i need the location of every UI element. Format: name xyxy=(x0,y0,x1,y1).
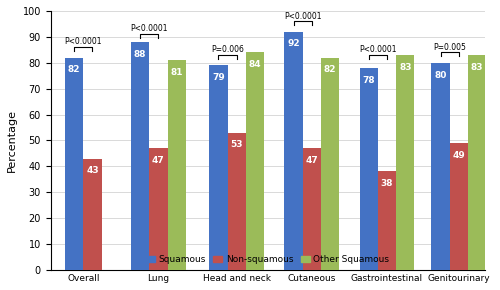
Bar xyxy=(246,52,264,270)
Text: P<0.0001: P<0.0001 xyxy=(130,24,168,33)
Y-axis label: Percentage: Percentage xyxy=(7,109,17,172)
Text: 83: 83 xyxy=(471,63,484,72)
Text: 88: 88 xyxy=(134,50,146,59)
Bar xyxy=(168,60,186,270)
Text: 79: 79 xyxy=(212,73,225,82)
Text: P<0.0001: P<0.0001 xyxy=(64,37,102,46)
Text: 82: 82 xyxy=(68,65,80,74)
Bar xyxy=(360,68,378,270)
Bar xyxy=(228,133,246,270)
Bar xyxy=(303,148,321,270)
Text: 82: 82 xyxy=(324,65,336,74)
Text: P<0.0001: P<0.0001 xyxy=(284,12,322,21)
Bar xyxy=(210,65,228,270)
Text: 49: 49 xyxy=(452,151,466,160)
Text: 84: 84 xyxy=(249,60,262,69)
Text: 92: 92 xyxy=(288,39,300,48)
Text: 47: 47 xyxy=(306,156,318,165)
Text: 80: 80 xyxy=(434,70,447,79)
Bar xyxy=(432,63,450,270)
Text: P<0.0001: P<0.0001 xyxy=(359,45,397,54)
Text: 78: 78 xyxy=(362,76,375,85)
Bar xyxy=(84,159,102,270)
Bar xyxy=(284,32,303,270)
Text: 38: 38 xyxy=(381,179,394,188)
Text: 43: 43 xyxy=(86,166,99,175)
Text: 53: 53 xyxy=(230,140,243,149)
Bar xyxy=(378,171,396,270)
Bar xyxy=(149,148,168,270)
Bar xyxy=(450,143,468,270)
Bar xyxy=(65,57,84,270)
Bar xyxy=(321,57,340,270)
Text: P=0.006: P=0.006 xyxy=(211,45,244,54)
Bar xyxy=(396,55,414,270)
Bar xyxy=(468,55,486,270)
Text: 47: 47 xyxy=(152,156,165,165)
Legend: Squamous, Non-squamous, Other Squamous: Squamous, Non-squamous, Other Squamous xyxy=(142,252,393,268)
Bar xyxy=(131,42,149,270)
Text: 83: 83 xyxy=(399,63,411,72)
Text: P=0.005: P=0.005 xyxy=(434,43,466,52)
Text: 81: 81 xyxy=(170,68,183,77)
